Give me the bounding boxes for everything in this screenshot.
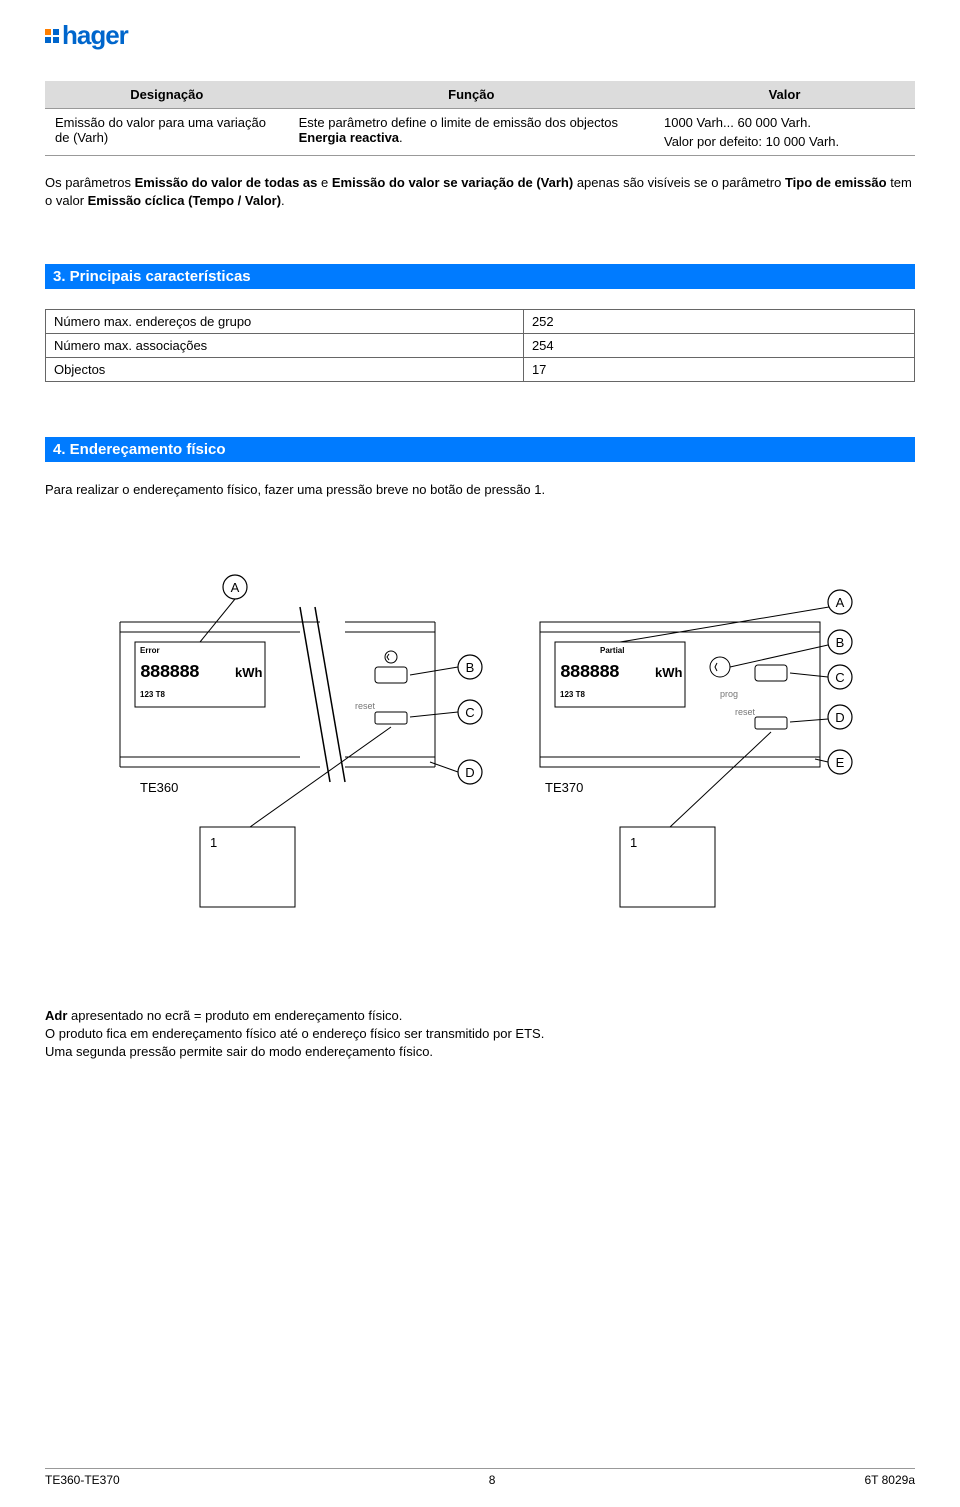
section-heading-3: 3. Principais características: [45, 264, 915, 289]
brand-logo: hager: [45, 20, 915, 51]
svg-text:reset: reset: [355, 701, 376, 711]
svg-text:123 T8: 123 T8: [560, 690, 585, 699]
footer-page: 8: [489, 1473, 496, 1487]
page-footer: TE360-TE370 8 6T 8029a: [45, 1468, 915, 1487]
svg-text:reset: reset: [735, 707, 756, 717]
svg-text:888888: 888888: [560, 663, 619, 683]
svg-text:A: A: [231, 580, 240, 595]
logo-text: hager: [62, 20, 128, 51]
svg-text:C: C: [835, 670, 844, 685]
svg-text:B: B: [836, 635, 845, 650]
svg-text:1: 1: [210, 835, 217, 850]
svg-text:C: C: [465, 705, 474, 720]
footer-left: TE360-TE370: [45, 1473, 120, 1487]
table-row: Número max. associações 254: [46, 334, 915, 358]
table-row: Emissão do valor para uma variação de (V…: [45, 109, 915, 156]
svg-text:888888: 888888: [140, 663, 199, 683]
col-header: Designação: [45, 81, 289, 109]
col-header: Função: [289, 81, 654, 109]
svg-text:B: B: [466, 660, 475, 675]
cell-function: Este parâmetro define o limite de emissã…: [289, 109, 654, 156]
device-diagram: .thin { fill:none; stroke:#000; stroke-w…: [45, 537, 915, 957]
svg-text:A: A: [836, 595, 845, 610]
table-row: Objectos 17: [46, 358, 915, 382]
section4-intro: Para realizar o endereçamento físico, fa…: [45, 482, 915, 497]
svg-text:D: D: [465, 765, 474, 780]
svg-text:Partial: Partial: [600, 646, 624, 655]
section-heading-4: 4. Endereçamento físico: [45, 437, 915, 462]
svg-text:kWh: kWh: [655, 665, 683, 680]
characteristics-table: Número max. endereços de grupo 252 Númer…: [45, 309, 915, 382]
svg-text:123 T8: 123 T8: [140, 690, 165, 699]
col-header: Valor: [654, 81, 915, 109]
cell-designation: Emissão do valor para uma variação de (V…: [45, 109, 289, 156]
footer-right: 6T 8029a: [865, 1473, 916, 1487]
svg-text:kWh: kWh: [235, 665, 263, 680]
parameters-table: Designação Função Valor Emissão do valor…: [45, 81, 915, 156]
svg-text:1: 1: [630, 835, 637, 850]
diagram-svg: .thin { fill:none; stroke:#000; stroke-w…: [100, 537, 860, 957]
table-row: Número max. endereços de grupo 252: [46, 310, 915, 334]
svg-text:E: E: [836, 755, 845, 770]
bottom-notes: Adr apresentado no ecrã = produto em end…: [45, 1007, 915, 1062]
logo-dots-icon: [45, 29, 59, 43]
svg-text:TE360: TE360: [140, 780, 178, 795]
svg-text:prog: prog: [720, 689, 738, 699]
cell-value: 1000 Varh... 60 000 Varh. Valor por defe…: [654, 109, 915, 156]
svg-text:TE370: TE370: [545, 780, 583, 795]
svg-text:D: D: [835, 710, 844, 725]
note-paragraph: Os parâmetros Emissão do valor de todas …: [45, 174, 915, 209]
svg-text:Error: Error: [140, 646, 160, 655]
